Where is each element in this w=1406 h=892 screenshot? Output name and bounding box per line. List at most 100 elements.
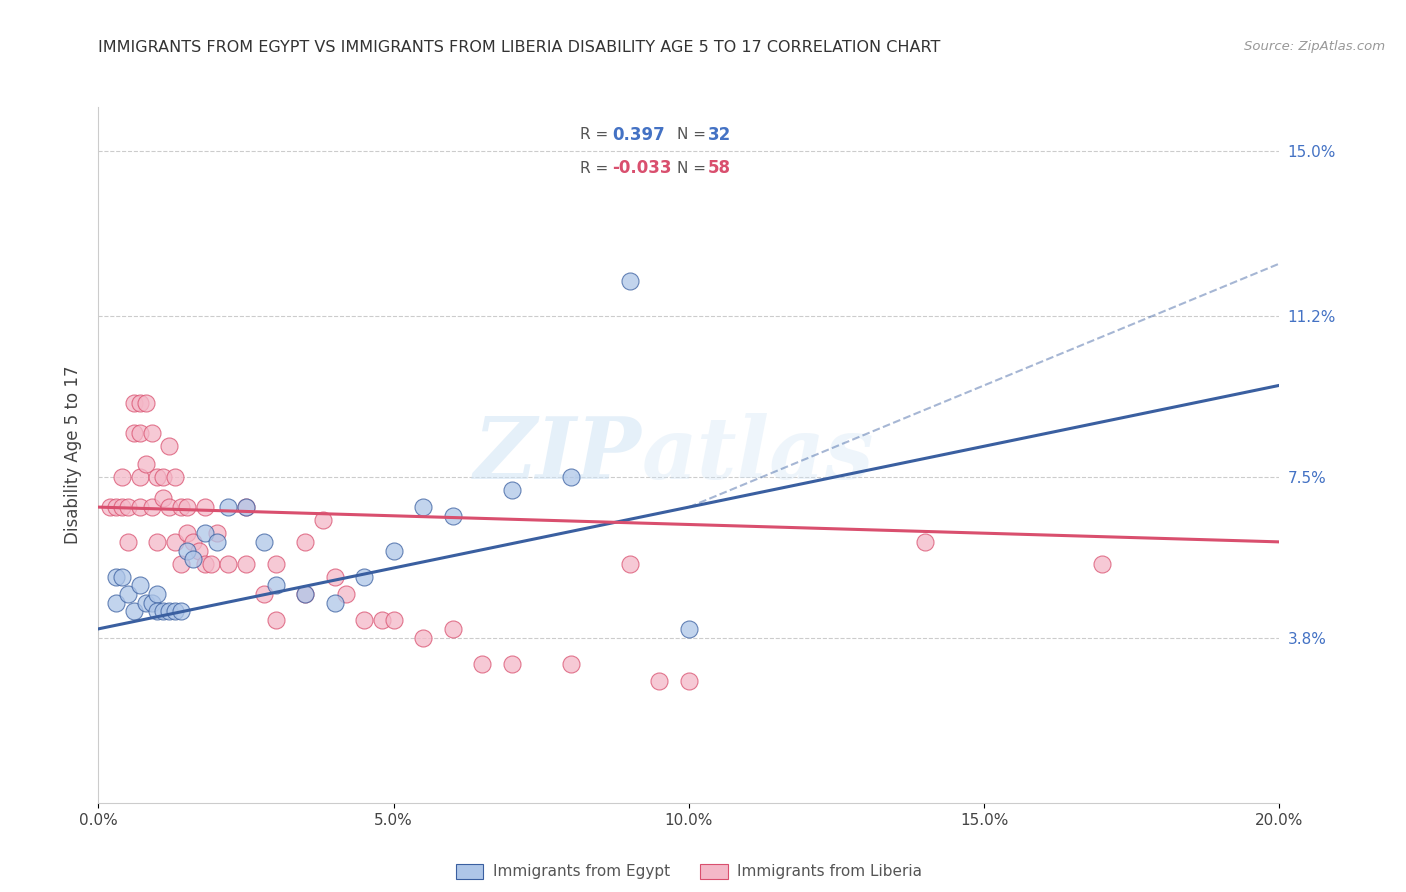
Point: [235, 557, 257, 571]
Point: [264, 557, 287, 571]
Point: [294, 535, 316, 549]
Point: [176, 526, 198, 541]
Point: [382, 613, 405, 627]
Point: [117, 500, 139, 514]
Point: [471, 657, 494, 671]
Point: [128, 500, 150, 514]
Point: [152, 605, 174, 619]
Point: [165, 469, 187, 483]
Text: ZIP: ZIP: [474, 413, 641, 497]
Point: [181, 552, 204, 566]
Point: [98, 500, 121, 514]
Point: [170, 557, 193, 571]
Text: IMMIGRANTS FROM EGYPT VS IMMIGRANTS FROM LIBERIA DISABILITY AGE 5 TO 17 CORRELAT: IMMIGRANTS FROM EGYPT VS IMMIGRANTS FROM…: [98, 40, 941, 55]
Point: [152, 491, 174, 506]
Point: [141, 426, 163, 441]
Point: [141, 500, 163, 514]
Point: [135, 396, 157, 410]
Point: [157, 500, 180, 514]
Point: [105, 500, 128, 514]
Point: [501, 657, 523, 671]
Point: [176, 543, 198, 558]
Point: [648, 674, 671, 689]
Point: [135, 596, 157, 610]
Point: [371, 613, 394, 627]
Point: [111, 570, 134, 584]
Text: R =: R =: [581, 128, 609, 143]
Point: [170, 500, 193, 514]
Point: [117, 535, 139, 549]
Point: [441, 622, 464, 636]
Point: [181, 535, 204, 549]
Point: [122, 426, 145, 441]
Point: [165, 605, 187, 619]
Point: [128, 426, 150, 441]
Text: 58: 58: [707, 160, 731, 178]
Text: R =: R =: [581, 161, 609, 176]
Text: -0.033: -0.033: [612, 160, 672, 178]
Point: [135, 457, 157, 471]
Y-axis label: Disability Age 5 to 17: Disability Age 5 to 17: [63, 366, 82, 544]
Point: [412, 631, 434, 645]
Point: [501, 483, 523, 497]
Point: [619, 274, 641, 288]
Point: [253, 587, 276, 601]
Point: [412, 500, 434, 514]
Point: [141, 596, 163, 610]
Text: Source: ZipAtlas.com: Source: ZipAtlas.com: [1244, 40, 1385, 54]
Legend: Immigrants from Egypt, Immigrants from Liberia: Immigrants from Egypt, Immigrants from L…: [450, 857, 928, 886]
Point: [194, 500, 217, 514]
Point: [294, 587, 316, 601]
Point: [914, 535, 936, 549]
Point: [117, 587, 139, 601]
Text: N =: N =: [678, 128, 706, 143]
Point: [235, 500, 257, 514]
Point: [205, 535, 228, 549]
Point: [128, 469, 150, 483]
Point: [170, 605, 193, 619]
Point: [678, 674, 700, 689]
Point: [200, 557, 222, 571]
Point: [157, 439, 180, 453]
Point: [264, 578, 287, 592]
Point: [165, 535, 187, 549]
Point: [294, 587, 316, 601]
Point: [194, 526, 217, 541]
Point: [146, 605, 169, 619]
Point: [122, 605, 145, 619]
Point: [235, 500, 257, 514]
Point: [323, 570, 346, 584]
Point: [146, 587, 169, 601]
Point: [217, 500, 239, 514]
Point: [187, 543, 209, 558]
Point: [157, 605, 180, 619]
Point: [253, 535, 276, 549]
Point: [382, 543, 405, 558]
Point: [111, 469, 134, 483]
Point: [146, 535, 169, 549]
Point: [264, 613, 287, 627]
Point: [441, 508, 464, 523]
Text: 0.397: 0.397: [612, 126, 665, 144]
Point: [335, 587, 357, 601]
Text: N =: N =: [678, 161, 706, 176]
Point: [194, 557, 217, 571]
Point: [217, 557, 239, 571]
Point: [128, 578, 150, 592]
Text: atlas: atlas: [641, 413, 875, 497]
Point: [176, 500, 198, 514]
Text: 32: 32: [707, 126, 731, 144]
Point: [128, 396, 150, 410]
Point: [678, 622, 700, 636]
Point: [111, 500, 134, 514]
Point: [560, 657, 582, 671]
Point: [619, 557, 641, 571]
Point: [122, 396, 145, 410]
Point: [353, 613, 375, 627]
Point: [146, 469, 169, 483]
Point: [312, 513, 335, 527]
Point: [205, 526, 228, 541]
Point: [560, 469, 582, 483]
Point: [105, 596, 128, 610]
Point: [1091, 557, 1114, 571]
